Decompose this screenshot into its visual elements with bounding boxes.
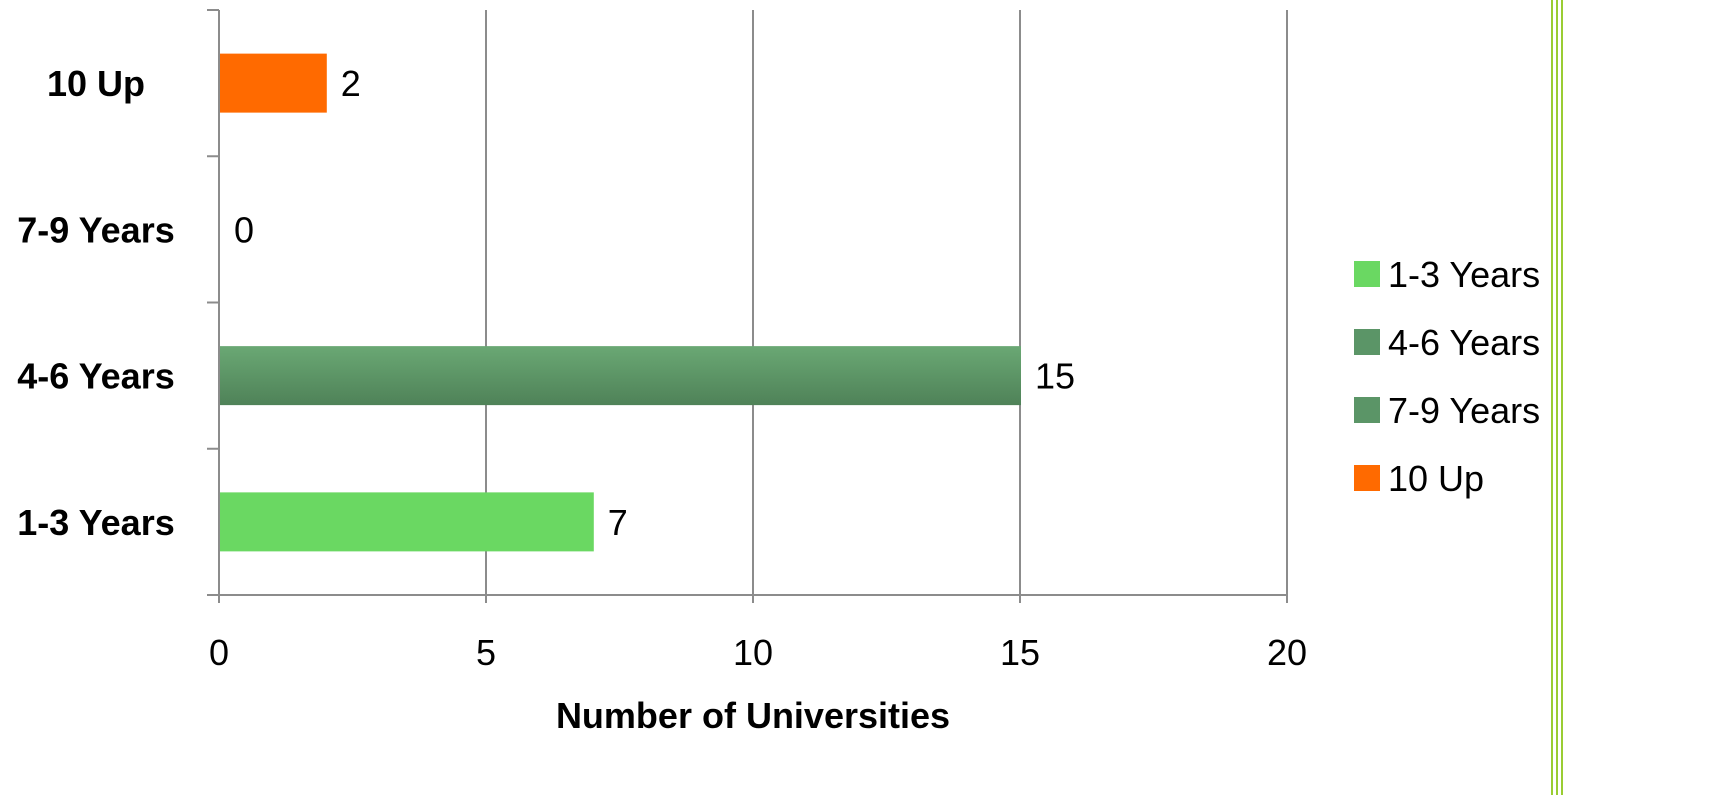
legend-label: 7-9 Years — [1388, 390, 1540, 431]
legend-label: 1-3 Years — [1388, 254, 1540, 295]
bar-10-up — [220, 53, 327, 113]
data-label: 0 — [234, 209, 254, 250]
x-axis-title: Number of Universities — [556, 695, 950, 736]
x-tick-label: 10 — [733, 632, 773, 673]
legend: 1-3 Years 4-6 Years 7-9 Years 10 Up — [1354, 254, 1540, 499]
data-label: 15 — [1035, 356, 1075, 397]
x-tick-label: 5 — [476, 632, 496, 673]
x-tick-label: 20 — [1267, 632, 1307, 673]
labels: 0 5 10 15 20 7 1-3 Years 15 4-6 Years 0 7-9 Years 2… — [17, 63, 1307, 736]
y-category-label: 4-6 Years — [17, 356, 174, 397]
legend-swatch — [1354, 465, 1380, 491]
page-border-decoration — [1551, 0, 1563, 795]
bar-1-3-years — [220, 492, 594, 552]
bars — [220, 53, 1021, 552]
legend-label: 4-6 Years — [1388, 322, 1540, 363]
data-label: 7 — [608, 502, 628, 543]
y-category-label: 7-9 Years — [17, 209, 174, 250]
x-tick-label: 15 — [1000, 632, 1040, 673]
y-category-label: 1-3 Years — [17, 502, 174, 543]
y-category-label: 10 Up — [47, 63, 145, 104]
x-tick-label: 0 — [209, 632, 229, 673]
axes — [207, 9, 1288, 603]
data-label: 2 — [341, 63, 361, 104]
legend-swatch — [1354, 261, 1380, 287]
legend-label: 10 Up — [1388, 458, 1484, 499]
gridlines — [485, 10, 1288, 595]
bar-4-6-years — [220, 346, 1021, 406]
legend-swatch — [1354, 397, 1380, 423]
legend-swatch — [1354, 329, 1380, 355]
